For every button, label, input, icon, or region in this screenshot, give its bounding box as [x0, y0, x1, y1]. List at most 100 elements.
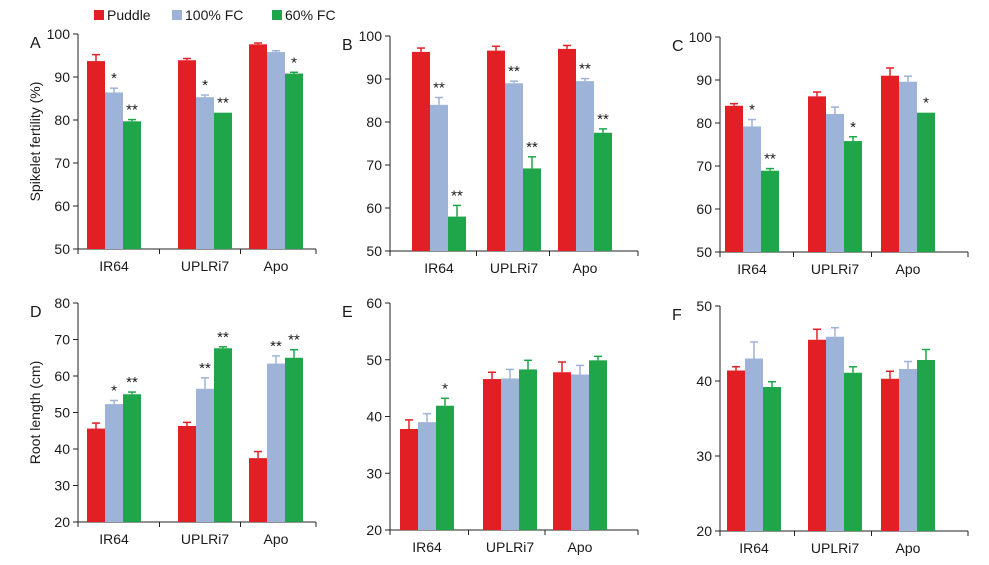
x-tick-label: Apo — [264, 531, 289, 547]
x-tick-label: Apo — [264, 258, 289, 274]
bar-puddle-ir64 — [87, 61, 105, 250]
y-tick-label: 50 — [366, 243, 382, 259]
significance-label: * — [202, 77, 208, 94]
y-tick-label: 100 — [689, 29, 713, 45]
bar-puddle-uplri7 — [483, 379, 501, 530]
chart-panel-e: 20 30 40 50 60 E IR64 UPLRi7 Apo * — [342, 295, 639, 555]
bar-100-fc-ir64 — [743, 126, 761, 252]
x-tick-label: Apo — [573, 260, 598, 276]
x-tick-label: Apo — [896, 261, 921, 277]
bar-60-fc-ir64 — [123, 121, 141, 249]
bar-60-fc-apo — [917, 112, 935, 253]
significance-label: ** — [126, 374, 138, 391]
significance-label: ** — [217, 95, 229, 112]
significance-label: ** — [579, 61, 591, 78]
bar-60-fc-ir64 — [436, 405, 454, 530]
chart-panel-d: 20 30 40 50 60 70 80 D Root length (cm) IR64 UPLRi… — [27, 295, 317, 547]
significance-label: ** — [199, 360, 211, 377]
bar-puddle-ir64 — [87, 428, 105, 522]
y-axis-label: Spikelet fertility (%) — [27, 82, 43, 202]
bar-puddle-uplri7 — [808, 96, 826, 252]
bar-60-fc-apo — [917, 360, 935, 531]
bar-100-fc-uplri7 — [826, 113, 844, 252]
y-tick-label: 40 — [54, 441, 70, 457]
significance-label: * — [749, 102, 755, 119]
x-tick-label: Apo — [896, 540, 921, 556]
bar-100-fc-ir64 — [105, 404, 123, 522]
bar-puddle-ir64 — [412, 51, 430, 251]
y-tick-label: 90 — [54, 69, 70, 85]
bar-100-fc-ir64 — [418, 422, 436, 530]
y-axis-label: Root length (cm) — [27, 361, 43, 464]
bar-puddle-apo — [881, 75, 899, 252]
y-tick-label: 60 — [54, 368, 70, 384]
bar-puddle-uplri7 — [808, 339, 826, 531]
y-tick-label: 50 — [54, 405, 70, 421]
y-tick-label: 80 — [696, 115, 712, 131]
significance-label: ** — [451, 187, 463, 204]
x-tick-label: Apo — [568, 539, 593, 555]
legend-label: 60% FC — [285, 7, 336, 23]
bar-puddle-apo — [881, 378, 899, 531]
x-tick-label: UPLRi7 — [181, 531, 229, 547]
chart-panels: 50 60 70 80 90 100 A Spikelet fertility (%) IR64… — [27, 26, 969, 556]
bar-100-fc-uplri7 — [505, 83, 523, 251]
x-tick-label: IR64 — [737, 261, 767, 277]
y-tick-label: 60 — [696, 201, 712, 217]
y-tick-label: 80 — [54, 112, 70, 128]
bar-100-fc-apo — [576, 81, 594, 252]
y-tick-label: 70 — [54, 155, 70, 171]
legend-label: 100% FC — [185, 7, 243, 23]
y-tick-label: 20 — [696, 523, 712, 539]
chart-panel-a: 50 60 70 80 90 100 A Spikelet fertility (%) IR64… — [27, 26, 317, 274]
bar-puddle-apo — [553, 372, 571, 530]
y-tick-label: 50 — [696, 244, 712, 260]
y-tick-label: 40 — [366, 409, 382, 425]
y-tick-label: 90 — [696, 72, 712, 88]
bar-puddle-apo — [249, 458, 267, 522]
significance-label: * — [923, 95, 929, 112]
y-tick-label: 80 — [54, 295, 70, 311]
bar-puddle-uplri7 — [487, 50, 505, 252]
bar-60-fc-apo — [589, 360, 607, 530]
significance-label: ** — [217, 329, 229, 346]
bar-100-fc-uplri7 — [196, 388, 214, 522]
x-tick-label: IR64 — [412, 539, 442, 555]
y-tick-label: 80 — [366, 114, 382, 130]
significance-label: * — [291, 54, 297, 71]
bar-60-fc-uplri7 — [844, 141, 862, 252]
y-tick-label: 20 — [54, 514, 70, 530]
y-tick-label: 40 — [696, 373, 712, 389]
bar-60-fc-ir64 — [448, 216, 466, 251]
bar-puddle-ir64 — [725, 105, 743, 252]
bar-100-fc-uplri7 — [826, 336, 844, 531]
bar-60-fc-apo — [285, 73, 303, 249]
bar-100-fc-apo — [267, 52, 285, 250]
x-tick-label: IR64 — [424, 260, 454, 276]
panel-letter: B — [342, 37, 353, 54]
significance-label: ** — [288, 332, 300, 349]
x-tick-label: UPLRi7 — [811, 261, 859, 277]
bar-puddle-uplri7 — [178, 426, 196, 522]
bar-60-fc-uplri7 — [844, 372, 862, 531]
significance-label: * — [111, 70, 117, 87]
bar-100-fc-ir64 — [430, 104, 448, 251]
bar-60-fc-uplri7 — [214, 112, 232, 249]
x-tick-label: UPLRi7 — [490, 260, 538, 276]
y-tick-label: 100 — [47, 26, 71, 42]
x-tick-label: IR64 — [99, 531, 129, 547]
significance-label: * — [850, 119, 856, 136]
bar-puddle-ir64 — [400, 428, 418, 530]
significance-label: ** — [270, 338, 282, 355]
legend: Puddle 100% FC 60% FC — [94, 7, 336, 23]
y-tick-label: 50 — [366, 352, 382, 368]
legend-label: Puddle — [107, 7, 151, 23]
y-tick-label: 50 — [696, 298, 712, 314]
bar-60-fc-uplri7 — [214, 348, 232, 522]
significance-label: * — [111, 382, 117, 399]
bar-100-fc-ir64 — [105, 92, 123, 249]
panel-letter: E — [342, 304, 353, 321]
y-tick-label: 30 — [54, 478, 70, 494]
bar-puddle-uplri7 — [178, 60, 196, 250]
bar-100-fc-apo — [899, 81, 917, 252]
